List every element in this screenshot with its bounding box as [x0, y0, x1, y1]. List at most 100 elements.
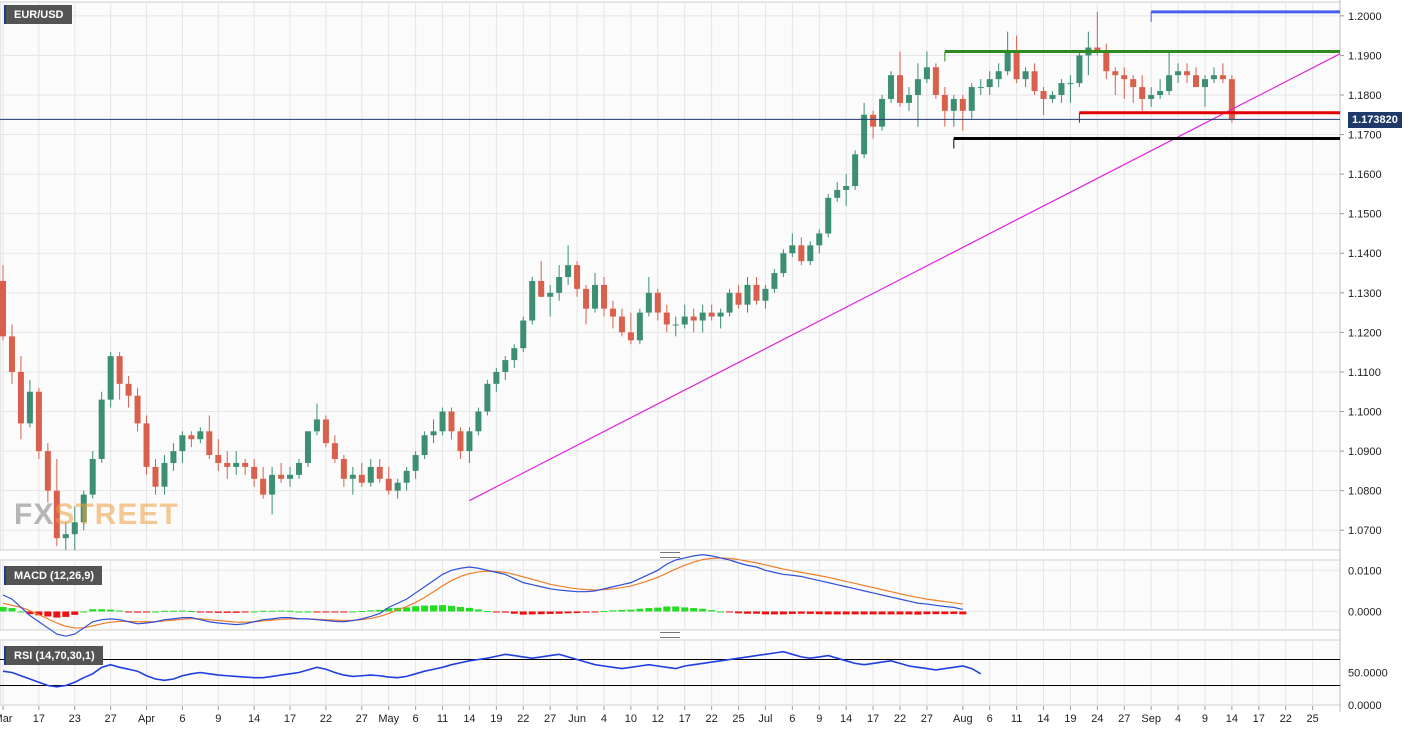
- macd-histogram-bar: [268, 610, 276, 612]
- symbol-badge: EUR/USD: [4, 5, 72, 24]
- candle: [636, 308, 643, 345]
- macd-histogram-bar: [914, 611, 922, 615]
- y-tick-label: 1.0800: [1348, 486, 1382, 498]
- candle-body: [1193, 75, 1200, 88]
- candle-body: [968, 87, 975, 111]
- y-tick-label: 1.1900: [1348, 50, 1382, 62]
- macd-histogram-bar: [609, 610, 617, 612]
- macd-histogram-bar: [923, 611, 931, 615]
- candle: [376, 458, 383, 483]
- candle: [897, 51, 903, 107]
- macd-resize-handle[interactable]: [660, 552, 680, 558]
- macd-histogram-bar: [151, 611, 159, 613]
- candle: [403, 466, 410, 491]
- candle: [816, 229, 823, 254]
- candle-body: [699, 312, 706, 321]
- candle: [600, 276, 607, 317]
- candle: [278, 462, 285, 483]
- candle: [968, 83, 975, 119]
- x-tick-label: 19: [490, 713, 502, 725]
- x-tick-label: 10: [625, 713, 637, 725]
- macd-histogram-bar: [196, 611, 204, 613]
- x-tick-label: 27: [356, 713, 368, 725]
- candle: [995, 63, 1002, 88]
- candle: [80, 490, 87, 531]
- candle-body: [331, 443, 338, 459]
- candle: [529, 276, 536, 325]
- candle-body: [897, 75, 903, 103]
- macd-histogram-bar: [672, 606, 680, 612]
- candle: [448, 407, 455, 440]
- candle-body: [403, 470, 410, 483]
- macd-histogram-bar: [241, 611, 249, 613]
- candle-body: [511, 348, 518, 361]
- macd-histogram-bar: [295, 611, 303, 613]
- candle: [1193, 67, 1200, 88]
- candle: [367, 458, 374, 487]
- macd-histogram-bar: [582, 611, 590, 613]
- candle-body: [672, 324, 679, 326]
- candle: [834, 182, 841, 202]
- macd-histogram-bar: [89, 609, 97, 612]
- candle-body: [905, 94, 912, 103]
- candle: [1013, 35, 1020, 84]
- candle: [475, 407, 482, 436]
- x-tick-label: 17: [1253, 713, 1265, 725]
- macd-histogram-bar: [465, 607, 473, 612]
- macd-histogram-bar: [636, 608, 644, 612]
- candle: [690, 308, 697, 333]
- candle: [224, 451, 231, 479]
- candle-body: [1094, 47, 1101, 52]
- candle-body: [269, 474, 276, 495]
- x-tick-label: 17: [867, 713, 879, 725]
- candle: [439, 407, 446, 436]
- candle-body: [349, 474, 356, 479]
- candle-body: [62, 534, 69, 539]
- candle-body: [932, 67, 939, 95]
- candle: [152, 458, 159, 495]
- candle-body: [636, 312, 643, 341]
- candle-body: [1139, 87, 1146, 99]
- candle: [977, 79, 984, 95]
- candle: [914, 63, 921, 127]
- macd-histogram-bar: [824, 611, 832, 615]
- macd-histogram-bar: [546, 611, 554, 614]
- candle-body: [645, 292, 652, 313]
- candle: [1103, 43, 1110, 80]
- candle: [188, 431, 195, 448]
- candle-body: [44, 451, 51, 491]
- candle-body: [134, 395, 141, 424]
- candle: [1022, 67, 1029, 88]
- y-tick-label: 1.1200: [1348, 327, 1382, 339]
- x-tick-label: 17: [679, 713, 691, 725]
- candle-body: [1067, 83, 1074, 85]
- macd-histogram-bar: [851, 611, 859, 615]
- macd-histogram-bar: [116, 610, 124, 612]
- candle-body: [385, 478, 392, 491]
- macd-histogram-bar: [385, 608, 393, 612]
- macd-histogram-bar: [71, 611, 79, 615]
- x-tick-label: 6: [789, 713, 795, 725]
- candle: [870, 110, 877, 139]
- candle-body: [260, 478, 267, 495]
- macd-histogram-bar: [833, 611, 841, 615]
- candle: [511, 344, 518, 368]
- candle: [44, 443, 51, 503]
- x-tick-label: 11: [437, 713, 448, 725]
- candle-body: [502, 360, 509, 372]
- candle: [1157, 79, 1164, 99]
- macd-histogram-bar: [80, 611, 88, 613]
- candle: [385, 466, 392, 495]
- price-pane-frame: [0, 1, 1341, 551]
- candle: [798, 237, 805, 266]
- rsi-resize-handle[interactable]: [660, 632, 680, 638]
- x-tick-label: 27: [544, 713, 556, 725]
- candle-body: [538, 280, 545, 297]
- macd-histogram-bar: [474, 609, 482, 612]
- macd-histogram-bar: [8, 608, 16, 612]
- candle-body: [475, 411, 482, 432]
- candle: [950, 94, 957, 127]
- candle-body: [376, 466, 383, 479]
- macd-histogram-bar: [564, 611, 572, 614]
